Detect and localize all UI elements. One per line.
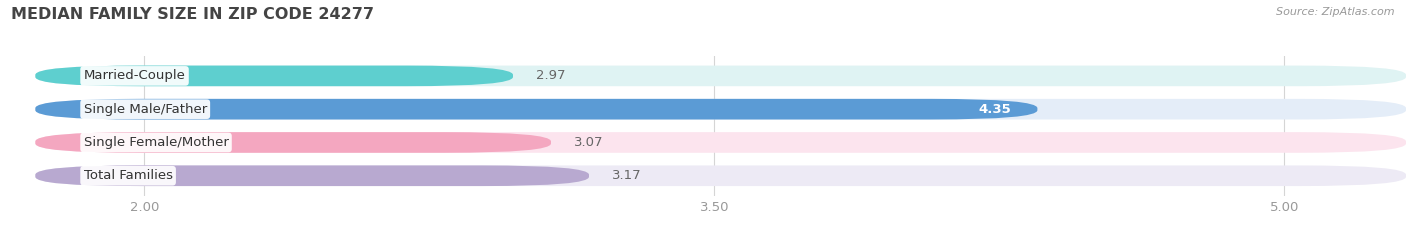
Text: Total Families: Total Families — [83, 169, 173, 182]
FancyBboxPatch shape — [35, 65, 513, 86]
FancyBboxPatch shape — [35, 99, 1038, 120]
Text: 4.35: 4.35 — [979, 103, 1011, 116]
FancyBboxPatch shape — [35, 165, 1406, 186]
Text: 3.07: 3.07 — [574, 136, 603, 149]
Text: Single Male/Father: Single Male/Father — [83, 103, 207, 116]
Text: Married-Couple: Married-Couple — [83, 69, 186, 82]
FancyBboxPatch shape — [35, 132, 1406, 153]
FancyBboxPatch shape — [35, 99, 1406, 120]
Text: 3.17: 3.17 — [612, 169, 641, 182]
FancyBboxPatch shape — [35, 165, 589, 186]
Text: MEDIAN FAMILY SIZE IN ZIP CODE 24277: MEDIAN FAMILY SIZE IN ZIP CODE 24277 — [11, 7, 374, 22]
FancyBboxPatch shape — [35, 65, 1406, 86]
Text: Single Female/Mother: Single Female/Mother — [83, 136, 229, 149]
FancyBboxPatch shape — [35, 132, 551, 153]
Text: Source: ZipAtlas.com: Source: ZipAtlas.com — [1277, 7, 1395, 17]
Text: 2.97: 2.97 — [536, 69, 565, 82]
